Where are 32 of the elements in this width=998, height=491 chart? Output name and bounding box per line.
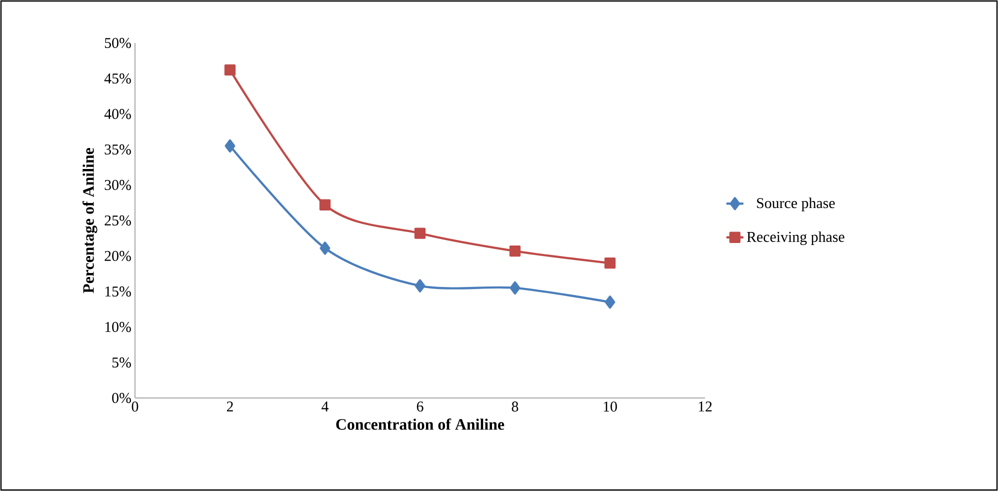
- y-tick-label: 45%: [104, 73, 131, 84]
- point: [319, 199, 331, 210]
- y-tick-label: 40%: [104, 108, 131, 120]
- x-tick-label: 8: [512, 402, 518, 412]
- x-tick-label: 10: [604, 402, 617, 412]
- y-tick-label: 30%: [104, 180, 131, 190]
- legend-label: Receiving phase: [746, 231, 844, 246]
- x-tick-label: 0: [132, 402, 138, 412]
- y-tick-label: 25%: [104, 215, 131, 226]
- y-tick-label: 35%: [104, 144, 131, 155]
- y-tick-label: 10%: [105, 322, 131, 332]
- y-tick-label: 5%: [112, 357, 131, 368]
- y-tick-label: 0%: [112, 392, 131, 404]
- point: [320, 242, 330, 255]
- point: [414, 228, 426, 239]
- x-tick-label: 4: [322, 402, 328, 412]
- point: [604, 296, 616, 309]
- y-axis-title: Percentage of Aniline: [82, 148, 98, 294]
- y-tick-label: 15%: [105, 286, 131, 297]
- y-tick-label: 50%: [104, 38, 131, 48]
- point: [510, 281, 520, 295]
- y-tick-label: 20%: [104, 250, 131, 262]
- point: [604, 258, 616, 269]
- x-tick-label: 6: [416, 402, 424, 412]
- x-tick-label: 12: [698, 402, 712, 412]
- legend-label: Source phase: [757, 198, 835, 212]
- x-tick-label: 2: [226, 402, 233, 412]
- point: [224, 64, 236, 76]
- point: [224, 139, 236, 153]
- point: [414, 279, 426, 292]
- point: [509, 245, 521, 257]
- x-axis-title: Concentration of Aniline: [336, 418, 504, 430]
